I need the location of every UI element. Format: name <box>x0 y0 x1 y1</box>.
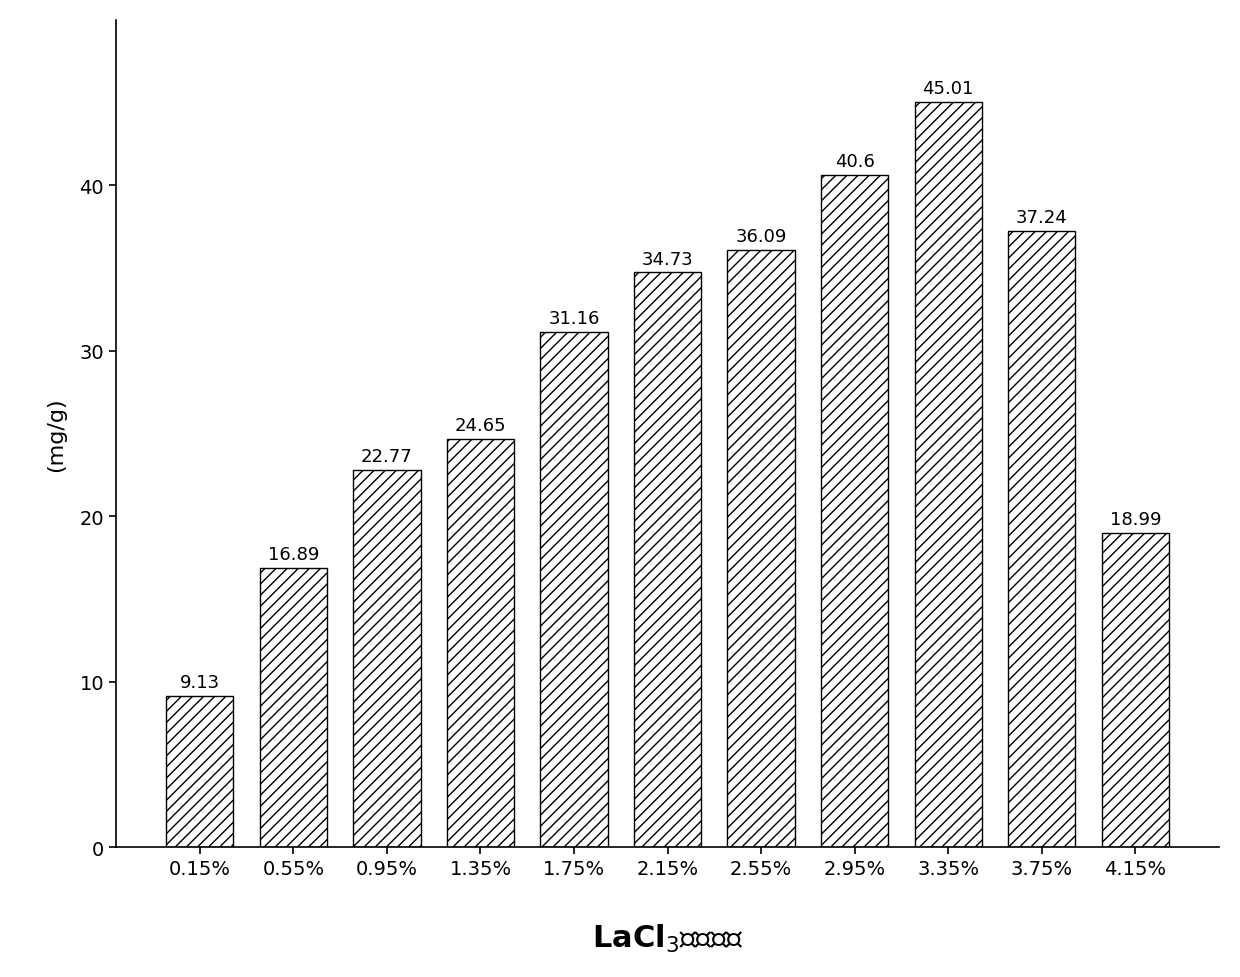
Text: 34.73: 34.73 <box>641 250 693 269</box>
Text: 16.89: 16.89 <box>268 545 319 563</box>
Text: 31.16: 31.16 <box>548 310 600 327</box>
Text: 36.09: 36.09 <box>735 228 787 246</box>
Bar <box>821 176 888 847</box>
Bar <box>541 332 608 847</box>
Text: 9.13: 9.13 <box>180 673 219 692</box>
Bar <box>634 274 702 847</box>
Text: 18.99: 18.99 <box>1110 510 1161 529</box>
Bar <box>259 568 327 847</box>
Text: 40.6: 40.6 <box>835 153 874 171</box>
Bar <box>166 697 233 847</box>
Bar <box>1101 533 1169 847</box>
Text: 22.77: 22.77 <box>361 447 413 466</box>
Text: 45.01: 45.01 <box>923 80 973 99</box>
Text: 37.24: 37.24 <box>1016 209 1068 227</box>
Bar <box>446 440 515 847</box>
Bar <box>728 251 795 847</box>
Text: LaCl$_3$质量浓度: LaCl$_3$质量浓度 <box>591 922 743 954</box>
Text: 24.65: 24.65 <box>455 417 506 435</box>
Bar <box>915 104 982 847</box>
Bar <box>1008 232 1075 847</box>
Bar <box>353 471 420 847</box>
Y-axis label: (mg/g): (mg/g) <box>46 397 66 471</box>
